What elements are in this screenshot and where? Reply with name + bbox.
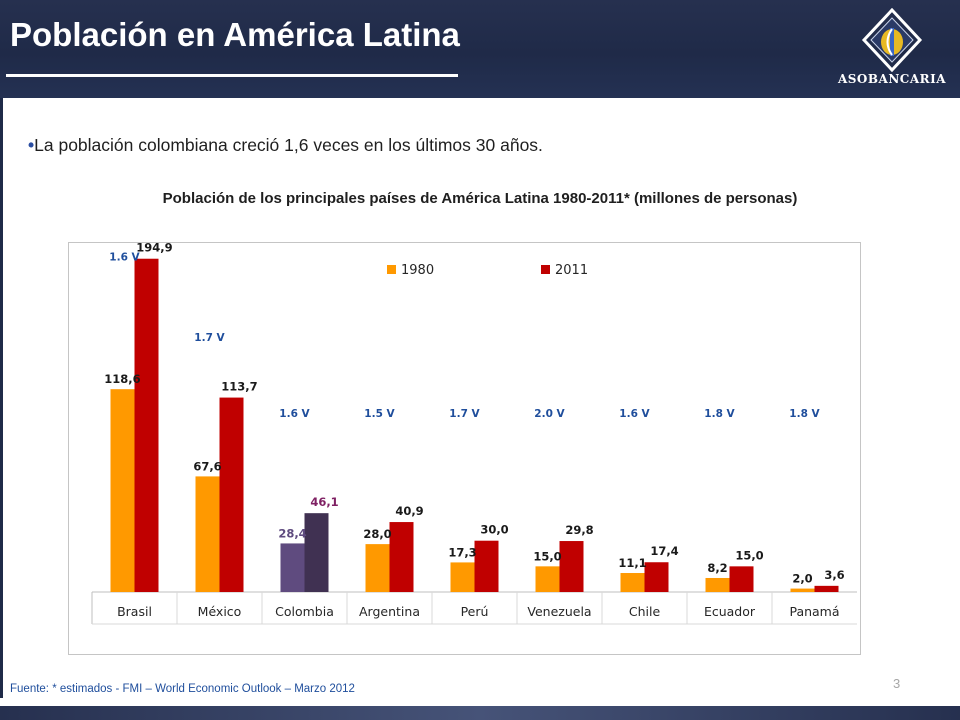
legend-label-2011: 2011 [555,263,588,278]
legend-swatch-2011 [541,265,550,274]
slide-title: Población en América Latina [10,16,460,53]
value-label-2011-méxico: 113,7 [221,380,257,394]
bar-1980-venezuela [535,566,560,592]
chart-container: 1980 2011 Brasil 118,6 194,9 1.6 V México 67,6 1… [68,242,861,655]
bar-1980-perú [450,562,475,592]
growth-label-chile: 1.6 V [619,408,650,420]
source-note: Fuente: * estimados - FMI – World Econom… [10,683,355,695]
value-label-1980-argentina: 28,0 [363,527,391,541]
bar-2011-colombia [304,513,329,592]
logo-text: ASOBANCARIA [837,72,947,86]
value-label-1980-brasil: 118,6 [104,372,140,386]
bar-1980-brasil [110,389,135,592]
category-label-panamá: Panamá [789,604,839,619]
category-label-argentina: Argentina [359,604,420,619]
bar-1980-argentina [365,544,390,592]
growth-label-brasil: 1.6 V [109,252,140,264]
category-label-brasil: Brasil [117,604,152,619]
bar-2011-argentina [389,522,414,592]
bar-1980-chile [620,573,645,592]
bar-2011-venezuela [559,541,584,592]
value-label-1980-perú: 17,3 [448,545,476,559]
category-label-méxico: México [198,604,242,619]
value-label-1980-venezuela: 15,0 [533,549,561,563]
bar-1980-ecuador [705,577,730,592]
value-label-2011-perú: 30,0 [480,523,508,537]
slide-header: Población en América Latina ASOBANCARIA [0,0,960,98]
bar-2011-ecuador [729,566,754,592]
legend-label-1980: 1980 [401,263,434,278]
logo-diamond-icon [861,7,923,73]
bar-2011-chile [644,562,669,592]
bar-2011-perú [474,540,499,592]
bar-2011-panamá [814,585,839,592]
growth-label-perú: 1.7 V [449,408,480,420]
value-label-1980-chile: 11,1 [618,556,646,570]
category-label-perú: Perú [461,604,489,619]
legend-swatch-1980 [387,265,396,274]
value-label-2011-ecuador: 15,0 [735,548,763,562]
asobancaria-logo: ASOBANCARIA [832,7,952,94]
growth-label-colombia: 1.6 V [279,408,310,420]
value-label-2011-argentina: 40,9 [395,504,423,518]
value-label-2011-colombia: 46,1 [310,495,338,509]
bar-2011-méxico [219,397,244,592]
bar-1980-méxico [195,476,220,592]
bullet-text: La población colombiana creció 1,6 veces… [34,135,543,155]
bullet-point: •La población colombiana creció 1,6 vece… [28,135,543,156]
bullet-mark: • [28,135,35,155]
growth-label-ecuador: 1.8 V [704,408,735,420]
chart-title: Población de los principales países de A… [162,190,798,207]
title-underline [6,74,458,77]
category-label-colombia: Colombia [275,604,334,619]
value-label-2011-panamá: 3,6 [824,568,844,582]
side-rule [0,98,3,698]
value-label-1980-ecuador: 8,2 [707,561,727,575]
bar-2011-brasil [134,258,159,592]
growth-label-méxico: 1.7 V [194,332,225,344]
page-number: 3 [893,676,901,691]
bar-1980-colombia [280,543,305,592]
value-label-2011-brasil: 194,9 [136,243,172,255]
category-label-ecuador: Ecuador [704,604,756,619]
value-label-1980-colombia: 28,4 [278,526,306,540]
value-label-1980-méxico: 67,6 [193,459,221,473]
category-label-chile: Chile [629,604,661,619]
category-label-venezuela: Venezuela [527,604,591,619]
value-label-1980-panamá: 2,0 [792,572,812,586]
growth-label-argentina: 1.5 V [364,408,395,420]
growth-label-venezuela: 2.0 V [534,408,565,420]
growth-label-panamá: 1.8 V [789,408,820,420]
bar-1980-panamá [790,588,815,592]
value-label-2011-venezuela: 29,8 [565,523,593,537]
footer-bar [0,706,960,720]
value-label-2011-chile: 17,4 [650,544,678,558]
